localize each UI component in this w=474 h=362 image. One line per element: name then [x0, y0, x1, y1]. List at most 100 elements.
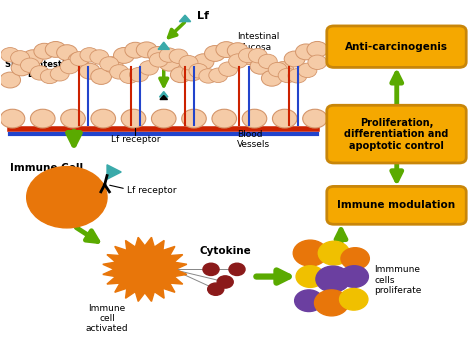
- Text: Intestinal
Mucosa: Intestinal Mucosa: [237, 33, 279, 52]
- Circle shape: [284, 51, 305, 67]
- Circle shape: [171, 67, 191, 83]
- Polygon shape: [179, 15, 191, 22]
- Circle shape: [262, 70, 282, 86]
- Circle shape: [0, 72, 20, 88]
- Circle shape: [298, 63, 317, 77]
- Circle shape: [80, 48, 99, 62]
- Circle shape: [109, 65, 128, 79]
- Circle shape: [339, 289, 368, 310]
- Circle shape: [295, 290, 323, 312]
- Circle shape: [228, 54, 247, 68]
- Circle shape: [273, 109, 297, 128]
- Circle shape: [159, 55, 180, 71]
- Circle shape: [258, 54, 277, 69]
- Polygon shape: [159, 92, 168, 97]
- Text: Immune modulation: Immune modulation: [337, 200, 456, 210]
- Circle shape: [203, 263, 219, 275]
- Polygon shape: [103, 237, 187, 302]
- Circle shape: [148, 46, 168, 62]
- Circle shape: [318, 241, 349, 265]
- Text: Immmune
cells
proliferate: Immmune cells proliferate: [374, 265, 421, 295]
- Circle shape: [238, 48, 257, 63]
- Circle shape: [50, 67, 69, 81]
- Circle shape: [239, 49, 259, 64]
- Circle shape: [208, 283, 224, 295]
- Circle shape: [40, 69, 59, 84]
- Text: Immune Cell: Immune Cell: [10, 163, 83, 173]
- Circle shape: [0, 47, 19, 62]
- Circle shape: [34, 43, 55, 59]
- Circle shape: [68, 52, 89, 68]
- Circle shape: [248, 49, 267, 63]
- Circle shape: [250, 58, 271, 74]
- Circle shape: [308, 55, 327, 70]
- Circle shape: [340, 266, 368, 287]
- FancyBboxPatch shape: [327, 105, 466, 163]
- Circle shape: [45, 42, 66, 57]
- Circle shape: [242, 109, 267, 128]
- Text: Lf: Lf: [197, 11, 209, 21]
- Circle shape: [139, 61, 158, 75]
- FancyBboxPatch shape: [327, 186, 466, 224]
- Text: Anti-carcinogenis: Anti-carcinogenis: [345, 42, 448, 52]
- Polygon shape: [107, 165, 121, 179]
- Circle shape: [114, 246, 175, 293]
- Circle shape: [10, 51, 29, 65]
- Circle shape: [209, 68, 228, 83]
- Circle shape: [169, 49, 188, 63]
- Circle shape: [27, 167, 107, 228]
- Circle shape: [212, 109, 237, 128]
- Text: Lf receptor: Lf receptor: [128, 185, 177, 194]
- Circle shape: [22, 50, 43, 66]
- Circle shape: [179, 55, 198, 70]
- Polygon shape: [158, 42, 169, 49]
- Circle shape: [11, 60, 32, 76]
- Circle shape: [278, 68, 297, 83]
- Circle shape: [60, 59, 79, 74]
- Circle shape: [296, 266, 324, 287]
- Polygon shape: [160, 96, 167, 100]
- Circle shape: [90, 50, 109, 64]
- Circle shape: [102, 57, 123, 73]
- Circle shape: [229, 263, 245, 275]
- Circle shape: [79, 63, 100, 79]
- FancyBboxPatch shape: [327, 26, 466, 67]
- Circle shape: [193, 54, 214, 70]
- Circle shape: [182, 109, 206, 128]
- Circle shape: [216, 42, 237, 58]
- Circle shape: [273, 62, 293, 77]
- Circle shape: [61, 109, 85, 128]
- Circle shape: [341, 248, 369, 269]
- Circle shape: [199, 69, 218, 83]
- Circle shape: [114, 47, 134, 63]
- Circle shape: [129, 67, 148, 82]
- Circle shape: [100, 57, 118, 71]
- Circle shape: [228, 43, 248, 59]
- Circle shape: [20, 58, 39, 72]
- Text: Immune
cell
activated: Immune cell activated: [86, 304, 128, 333]
- Circle shape: [91, 109, 116, 128]
- Circle shape: [268, 62, 287, 77]
- Circle shape: [70, 52, 89, 66]
- Circle shape: [119, 69, 138, 84]
- Circle shape: [316, 266, 350, 292]
- Circle shape: [152, 109, 176, 128]
- Circle shape: [30, 66, 49, 80]
- Circle shape: [293, 240, 327, 266]
- Circle shape: [30, 109, 55, 128]
- Circle shape: [296, 44, 316, 60]
- Circle shape: [182, 65, 202, 81]
- Circle shape: [315, 290, 348, 316]
- Text: Proliferation,
differentiation and
apoptotic control: Proliferation, differentiation and apopt…: [344, 118, 449, 151]
- Circle shape: [205, 46, 225, 62]
- Circle shape: [56, 45, 77, 60]
- Circle shape: [0, 109, 25, 128]
- Text: Lf receptor: Lf receptor: [110, 135, 160, 144]
- Circle shape: [159, 48, 178, 62]
- Circle shape: [149, 52, 168, 67]
- Circle shape: [137, 42, 157, 58]
- Circle shape: [288, 68, 307, 83]
- Circle shape: [307, 41, 328, 57]
- Circle shape: [91, 68, 111, 84]
- Circle shape: [121, 109, 146, 128]
